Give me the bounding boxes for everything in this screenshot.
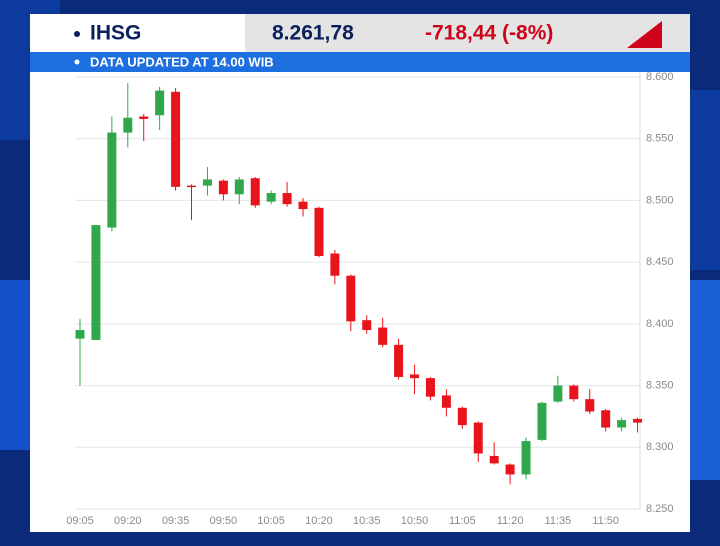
candle-body [250,178,260,206]
candle-body [521,441,531,475]
candle-body [330,253,340,276]
candle-body [282,193,292,205]
x-tick-label: 10:05 [257,515,285,527]
header-right [245,14,690,52]
candle-body [91,225,101,340]
y-tick-label: 8.600 [646,71,674,83]
y-tick-label: 8.350 [646,379,674,391]
subtitle: DATA UPDATED AT 14.00 WIB [90,54,274,69]
x-tick-label: 11:05 [449,515,476,527]
candle-body [266,193,276,202]
candle-body [234,179,244,195]
x-tick-label: 10:20 [305,515,333,527]
candle-body [569,385,579,400]
candle-body [601,410,611,428]
change: -718,44 (-8%) [425,22,553,45]
candle-body [410,374,420,379]
bullet [74,31,80,37]
header-left [30,14,245,52]
candle-body [362,320,372,331]
x-tick-label: 09:20 [114,515,142,527]
candle-body [75,330,85,339]
x-tick-label: 09:50 [210,515,238,527]
y-tick-label: 8.500 [646,194,674,206]
candle-body [425,378,435,397]
candle-body [585,399,595,412]
candle-body [489,455,499,464]
candle-body [202,179,212,186]
candle-body [123,117,133,133]
y-tick-label: 8.250 [646,503,674,515]
candle-body [617,420,627,428]
y-tick-label: 8.450 [646,256,674,268]
subtitle-bar [30,52,690,72]
candle-body [218,180,228,195]
background-tile [690,280,720,480]
x-tick-label: 10:35 [353,515,381,527]
x-tick-label: 11:50 [592,515,619,527]
candle-body [171,91,181,187]
candle-body [553,385,563,402]
candle-body [378,327,388,345]
x-tick-label: 09:35 [162,515,190,527]
plot-area [30,72,690,532]
candle-body [139,116,149,119]
candle-body [505,464,515,475]
x-tick-label: 09:05 [66,515,94,527]
ticker: IHSG [90,22,141,45]
candle-body [346,275,356,322]
x-tick-label: 10:50 [401,515,429,527]
bullet [74,59,80,65]
candle-body [441,395,451,408]
candle-body [298,201,308,210]
price: 8.261,78 [272,22,354,45]
candle-body [394,344,404,377]
candle-body [155,90,165,116]
candle-body [457,407,467,426]
down-indicator [627,21,662,48]
y-tick-label: 8.400 [646,318,674,330]
candle-body [537,402,547,440]
y-tick-label: 8.300 [646,441,674,453]
x-tick-label: 11:35 [545,515,572,527]
candle-body [633,418,643,423]
x-tick-label: 11:20 [497,515,524,527]
candle-body [187,185,197,188]
y-tick-label: 8.550 [646,133,674,145]
candle-body [107,132,117,228]
candle-body [473,422,483,454]
candle-body [314,207,324,256]
